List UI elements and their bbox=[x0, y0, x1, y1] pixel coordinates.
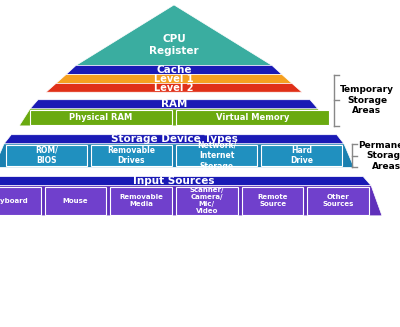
Text: Input Sources: Input Sources bbox=[133, 176, 215, 186]
Text: RAM: RAM bbox=[161, 99, 187, 109]
Text: Other
Sources: Other Sources bbox=[323, 194, 354, 207]
Text: Cache: Cache bbox=[156, 65, 192, 75]
Text: Level 1: Level 1 bbox=[154, 74, 194, 84]
Polygon shape bbox=[66, 65, 282, 75]
Text: Hard
Drive: Hard Drive bbox=[290, 146, 313, 165]
Polygon shape bbox=[176, 187, 238, 215]
Polygon shape bbox=[0, 144, 354, 167]
Polygon shape bbox=[44, 187, 106, 215]
Polygon shape bbox=[110, 187, 172, 215]
Text: Permanent
Storage
Areas: Permanent Storage Areas bbox=[358, 141, 400, 171]
Text: Level 2: Level 2 bbox=[154, 83, 194, 93]
Text: Physical RAM: Physical RAM bbox=[69, 113, 133, 122]
Text: CPU
Register: CPU Register bbox=[149, 34, 199, 56]
Text: Network/
Internet
Storage: Network/ Internet Storage bbox=[197, 141, 236, 171]
Text: Removable
Media: Removable Media bbox=[119, 194, 163, 207]
Polygon shape bbox=[56, 75, 292, 83]
Text: Mouse: Mouse bbox=[62, 198, 88, 204]
Polygon shape bbox=[46, 83, 302, 92]
Polygon shape bbox=[176, 145, 257, 166]
Polygon shape bbox=[176, 110, 329, 125]
Polygon shape bbox=[6, 145, 86, 166]
Polygon shape bbox=[76, 5, 272, 65]
Text: Storage Device Types: Storage Device Types bbox=[110, 134, 238, 144]
Polygon shape bbox=[19, 109, 329, 126]
Polygon shape bbox=[262, 145, 342, 166]
Polygon shape bbox=[0, 177, 371, 186]
Polygon shape bbox=[4, 135, 344, 144]
Polygon shape bbox=[91, 145, 172, 166]
Text: Scanner/
Camera/
Mic/
Video: Scanner/ Camera/ Mic/ Video bbox=[190, 187, 224, 214]
Text: Keyboard: Keyboard bbox=[0, 198, 28, 204]
Polygon shape bbox=[308, 187, 369, 215]
Text: Removable
Drives: Removable Drives bbox=[108, 146, 156, 165]
Polygon shape bbox=[242, 187, 304, 215]
Text: Temporary
Storage
Areas: Temporary Storage Areas bbox=[340, 85, 394, 115]
Polygon shape bbox=[0, 186, 382, 216]
Text: ROM/
BIOS: ROM/ BIOS bbox=[35, 146, 58, 165]
Polygon shape bbox=[30, 110, 172, 125]
Text: Virtual Memory: Virtual Memory bbox=[216, 113, 289, 122]
Polygon shape bbox=[0, 187, 40, 215]
Polygon shape bbox=[30, 100, 318, 109]
Text: Remote
Source: Remote Source bbox=[257, 194, 288, 207]
